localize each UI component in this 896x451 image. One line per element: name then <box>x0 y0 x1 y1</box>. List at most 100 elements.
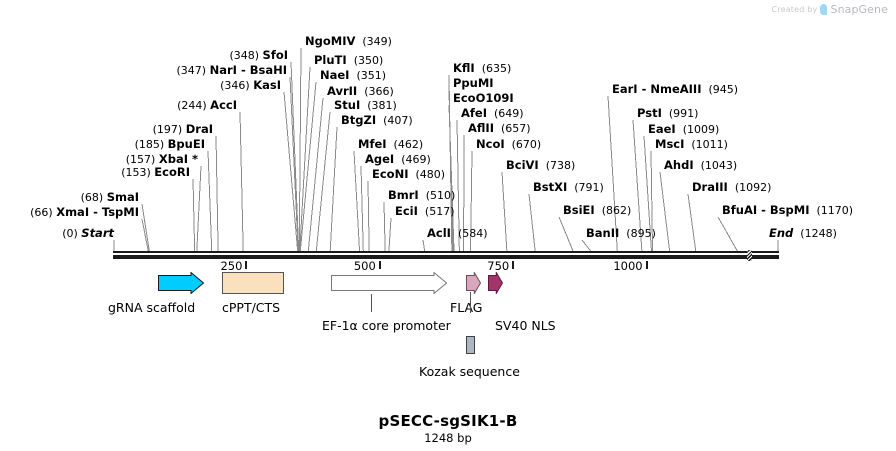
ruler-label: 250 <box>220 259 243 273</box>
enzyme-label-draiii: DraIII (1092) <box>692 180 772 194</box>
enzyme-label-msci: MscI (1011) <box>655 137 728 151</box>
enzyme-name: NaeI <box>320 68 350 82</box>
enzyme-cut-position: (510) <box>425 189 456 202</box>
enzyme-cut-position: (244) <box>177 99 207 112</box>
terminal-position: (0) <box>62 227 78 240</box>
enzyme-label-aflii: AflII (657) <box>468 121 531 135</box>
enzyme-name: BanII <box>586 226 620 240</box>
ef1a-promoter-connector <box>371 294 372 312</box>
backbone-break-marker <box>747 250 752 261</box>
feature-cppt-cts[interactable] <box>222 272 284 294</box>
enzyme-cut-position: (517) <box>424 205 455 218</box>
feature-grna-scaffold[interactable] <box>158 272 204 294</box>
enzyme-label-avrii: AvrII (366) <box>327 84 394 98</box>
enzyme-label-bfuai-bspmi: BfuAI - BspMI (1170) <box>722 203 854 217</box>
enzyme-name: BciVI <box>506 158 539 172</box>
enzyme-cut-position: (1170) <box>816 204 854 217</box>
ruler-tick <box>512 261 515 269</box>
enzyme-name: AccI <box>210 98 237 112</box>
enzyme-label-ppumi: PpuMI <box>453 77 501 89</box>
enzyme-label-bstxi: BstXI (791) <box>533 180 604 194</box>
feature-shape <box>158 272 204 294</box>
enzyme-label-banii: BanII (895) <box>586 226 656 240</box>
enzyme-cut-position: (1092) <box>734 181 772 194</box>
feature-shape <box>488 272 503 294</box>
enzyme-label-xmai-tspmi: (66) XmaI - TspMI <box>30 205 139 219</box>
feature-ef-1-core-promoter[interactable] <box>331 272 447 294</box>
enzyme-name: KflI <box>453 61 475 75</box>
enzyme-label-eari-nmeaiii: EarI - NmeAIII (945) <box>612 83 739 96</box>
feature-sv40-nls[interactable] <box>488 272 503 294</box>
enzyme-name: AfeI <box>461 106 487 120</box>
enzyme-cut-position: (153) <box>121 166 151 179</box>
enzyme-name: StuI <box>334 98 361 112</box>
enzyme-name: EcoNI <box>372 167 409 181</box>
enzyme-label-bmri: BmrI (510) <box>388 189 456 202</box>
enzyme-cut-position: (469) <box>401 153 431 166</box>
enzyme-label-bsiei: BsiEI (862) <box>563 204 632 217</box>
enzyme-cut-position: (346) <box>220 79 250 92</box>
enzyme-label-econi: EcoNI (480) <box>372 167 446 181</box>
enzyme-label-drai: (197) DraI <box>153 122 213 136</box>
feature-shape <box>466 336 475 354</box>
enzyme-cut-position: (1009) <box>682 123 720 136</box>
enzyme-cut-position: (862) <box>601 204 632 217</box>
enzyme-name: DraIII <box>692 180 728 194</box>
enzyme-label-stui: StuI (381) <box>334 98 397 112</box>
enzyme-label-ncoi: NcoI (670) <box>476 138 542 151</box>
enzyme-name: BstXI <box>533 180 568 194</box>
feature-flag[interactable] <box>466 272 481 294</box>
page-title: pSECC-sgSIK1-B <box>378 412 518 430</box>
enzyme-cut-position: (462) <box>393 138 424 151</box>
enzyme-label-ngomiv: NgoMIV (349) <box>305 34 392 48</box>
ruler-tick <box>245 261 248 269</box>
enzyme-cut-position: (157) <box>125 153 156 166</box>
enzyme-name: NarI - BsaHI <box>209 63 287 77</box>
enzyme-cut-position: (350) <box>353 54 384 67</box>
enzyme-label-xbai: (157) XbaI * <box>125 152 198 166</box>
enzyme-cut-position: (791) <box>574 181 604 194</box>
feature-shape <box>331 272 447 294</box>
enzyme-label-agei: AgeI (469) <box>365 153 431 166</box>
enzyme-cut-position: (347) <box>176 64 207 77</box>
enzyme-name: XmaI - TspMI <box>56 205 139 219</box>
enzyme-name: SmaI <box>106 190 139 204</box>
enzyme-cut-position: (945) <box>708 83 739 96</box>
feature-shape <box>466 272 481 294</box>
plasmid-length: 1248 bp <box>424 431 472 445</box>
terminal-start: (0) Start <box>62 227 114 240</box>
enzyme-name: AhdI <box>664 158 694 172</box>
enzyme-cut-position: (348) <box>229 49 260 62</box>
enzyme-label-smai: (68) SmaI <box>81 190 139 204</box>
backbone-line-upper <box>113 251 779 253</box>
enzyme-cut-position: (1043) <box>700 159 738 172</box>
feature-label: SV40 NLS <box>495 318 556 333</box>
enzyme-name: PluTI <box>314 53 347 67</box>
enzyme-cut-position: (670) <box>511 138 542 151</box>
enzyme-label-acli: AclI (584) <box>427 227 488 239</box>
enzyme-name: AvrII <box>327 84 358 98</box>
enzyme-name: DraI <box>185 122 213 136</box>
enzyme-name: EciI <box>395 204 418 218</box>
enzyme-label-ecii: EciI (517) <box>395 204 455 218</box>
enzyme-label-afei: AfeI (649) <box>461 106 524 120</box>
enzyme-cut-position: (480) <box>415 168 446 181</box>
feature-kozak-sequence[interactable] <box>466 336 475 354</box>
enzyme-label-acci: (244) AccI <box>177 98 237 112</box>
enzyme-label-kfli: KflI (635) <box>453 61 511 75</box>
enzyme-label-psti: PstI (991) <box>637 107 698 119</box>
terminal-label: End <box>769 226 794 240</box>
enzyme-name: MscI <box>655 137 685 151</box>
ruler-label: 500 <box>353 259 376 273</box>
enzyme-name: XbaI * <box>158 152 198 166</box>
enzyme-label-sfoi: (348) SfoI <box>229 49 288 62</box>
enzyme-cut-position: (185) <box>134 138 165 151</box>
enzyme-name: NgoMIV <box>305 34 356 48</box>
enzyme-name: BfuAI - BspMI <box>722 203 810 217</box>
terminal-position: (1248) <box>800 227 837 240</box>
enzyme-name: BpuEI <box>167 137 205 151</box>
enzyme-label-eaei: EaeI (1009) <box>648 123 720 136</box>
enzyme-name: AflII <box>468 121 494 135</box>
snapgene-logo-icon <box>820 4 828 15</box>
